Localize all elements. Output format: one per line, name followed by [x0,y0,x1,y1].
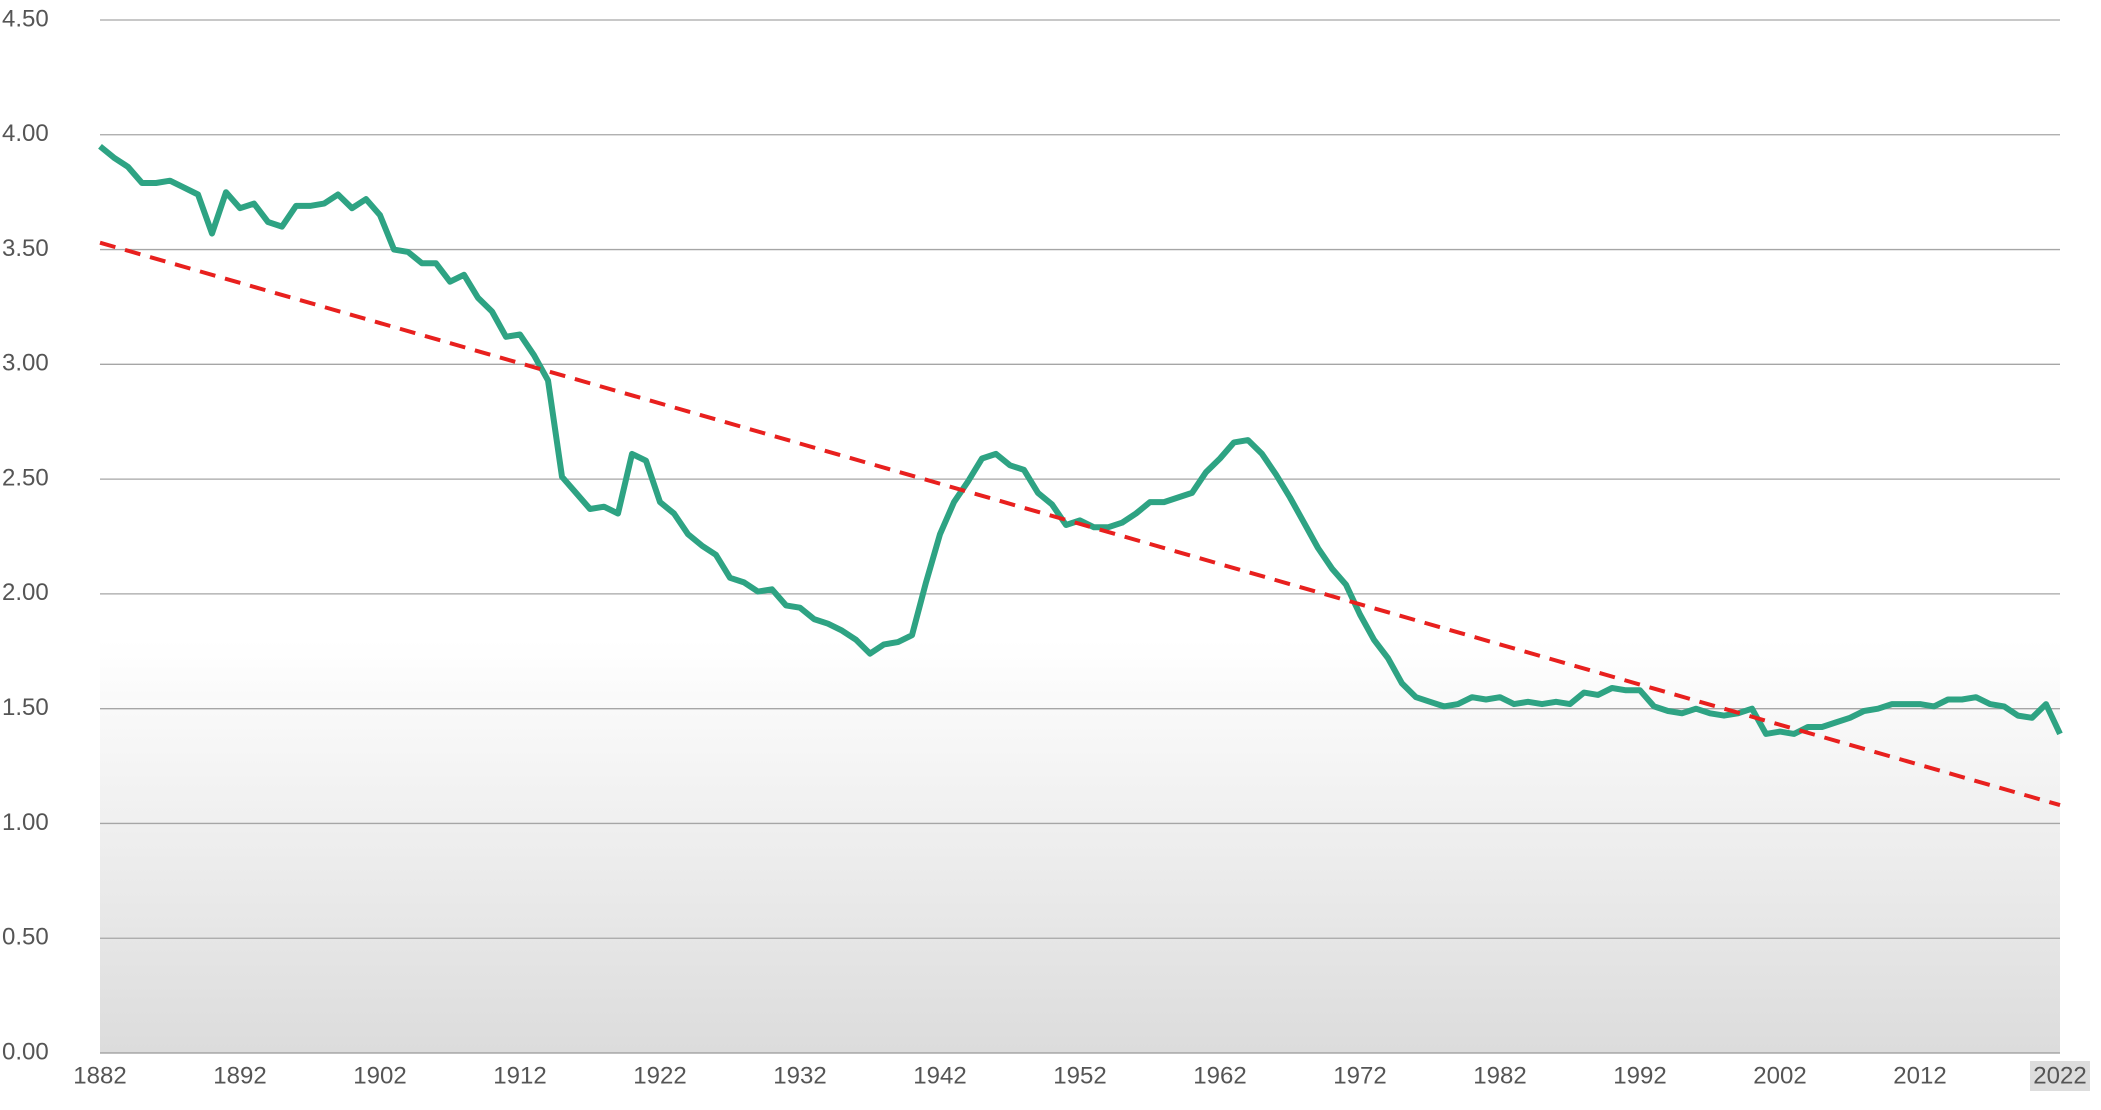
y-tick-label: 2.00 [2,579,49,606]
x-tick-label: 1882 [73,1062,126,1089]
y-tick-label: 1.00 [2,809,49,836]
x-tick-label: 1952 [1053,1062,1106,1089]
y-tick-label: 3.00 [2,350,49,377]
y-tick-label: 1.50 [2,694,49,721]
x-tick-label: 1922 [633,1062,686,1089]
x-tick-label: 1902 [353,1062,406,1089]
tick-highlight [2030,1061,2090,1091]
y-tick-label: 3.50 [2,235,49,262]
y-tick-label: 4.00 [2,120,49,147]
x-tick-label: 1982 [1473,1062,1526,1089]
x-tick-label: 1892 [213,1062,266,1089]
x-tick-label: 1992 [1613,1062,1666,1089]
x-tick-label: 2002 [1753,1062,1806,1089]
x-tick-label: 1912 [493,1062,546,1089]
x-tick-label: 2012 [1893,1062,1946,1089]
x-tick-label: 1932 [773,1062,826,1089]
x-tick-label: 2022 [2033,1062,2086,1089]
y-tick-label: 0.00 [2,1038,49,1065]
trend-line [99,240,2061,808]
x-tick-label: 1962 [1193,1062,1246,1089]
x-tick-label: 1942 [913,1062,966,1089]
y-tick-label: 0.50 [2,924,49,951]
x-tick-label: 1972 [1333,1062,1386,1089]
y-tick-label: 2.50 [2,464,49,491]
plot-background [100,20,2060,1053]
y-tick-label: 4.50 [2,5,49,32]
data-line [98,143,2063,737]
